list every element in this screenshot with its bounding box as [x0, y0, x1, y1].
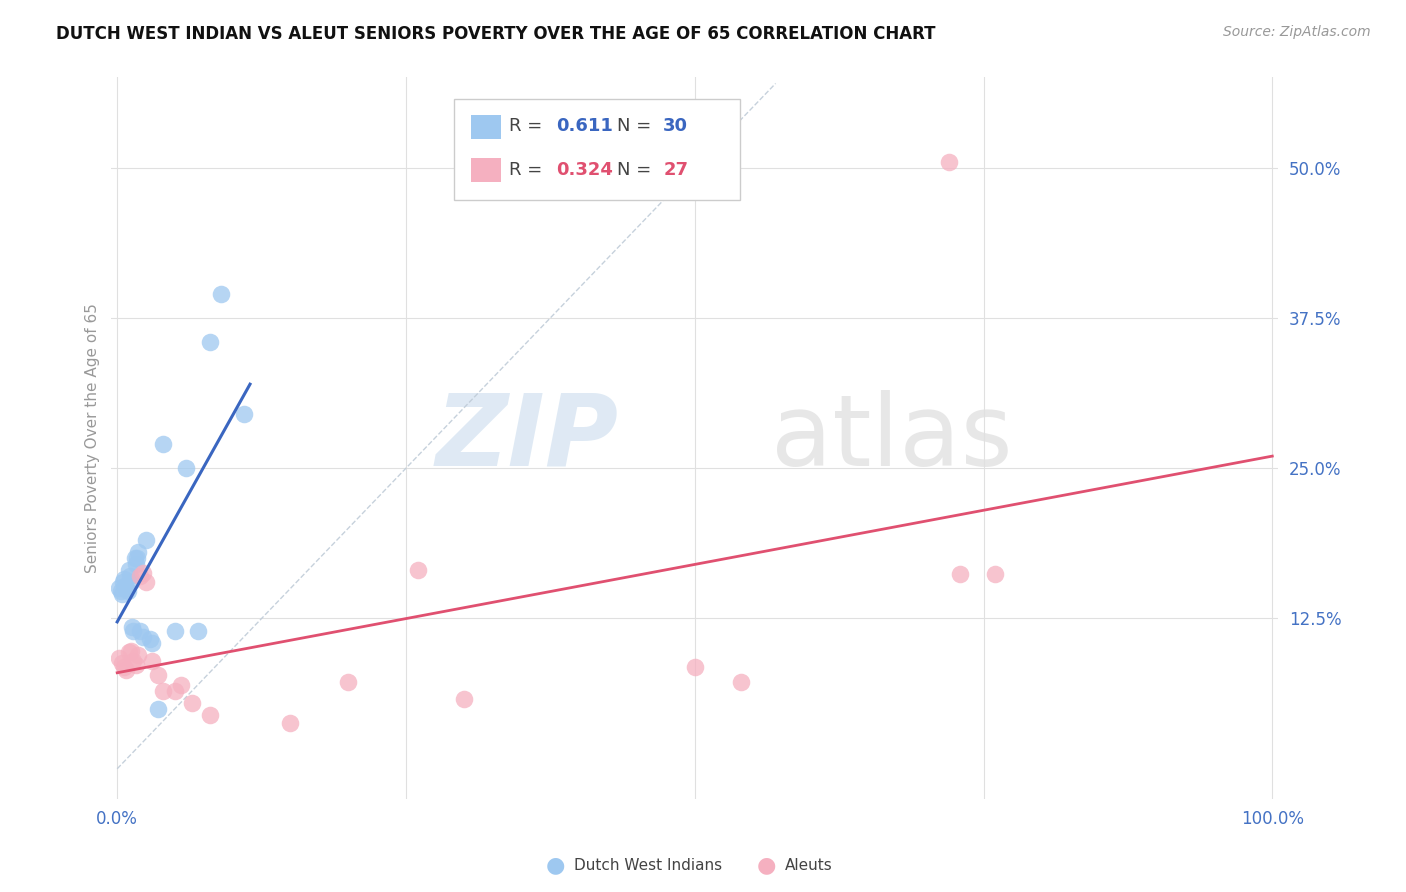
Point — [127, 648, 149, 662]
Text: R =: R = — [509, 161, 548, 178]
Point — [122, 624, 145, 638]
Point — [114, 579, 136, 593]
Point — [453, 692, 475, 706]
Point — [115, 663, 138, 677]
Point — [124, 558, 146, 572]
Point — [984, 566, 1007, 581]
Point — [115, 582, 138, 596]
Point — [124, 551, 146, 566]
Point — [181, 696, 204, 710]
Point — [112, 659, 135, 673]
Point — [108, 651, 131, 665]
Text: 0.611: 0.611 — [555, 118, 613, 136]
Point — [138, 632, 160, 646]
Point — [135, 533, 157, 548]
Point — [141, 635, 163, 649]
Text: R =: R = — [509, 118, 548, 136]
Point — [108, 582, 131, 596]
Point — [233, 407, 256, 421]
Point — [111, 575, 134, 590]
Point — [337, 675, 360, 690]
Point — [163, 683, 186, 698]
Point — [118, 645, 141, 659]
Point — [129, 569, 152, 583]
Text: Dutch West Indians: Dutch West Indians — [574, 858, 721, 872]
Point — [131, 630, 153, 644]
Point — [198, 707, 221, 722]
Text: ZIP: ZIP — [436, 390, 619, 487]
Text: Source: ZipAtlas.com: Source: ZipAtlas.com — [1223, 25, 1371, 39]
Point — [152, 683, 174, 698]
Text: 0.324: 0.324 — [555, 161, 613, 178]
Point — [152, 437, 174, 451]
Text: 30: 30 — [664, 118, 688, 136]
Point — [111, 656, 134, 670]
Point — [125, 551, 148, 566]
Point — [141, 654, 163, 668]
Point — [111, 587, 134, 601]
Point — [146, 701, 169, 715]
Point — [112, 572, 135, 586]
Point — [118, 563, 141, 577]
Text: 27: 27 — [664, 161, 688, 178]
Point — [163, 624, 186, 638]
Text: ●: ● — [756, 855, 776, 875]
Point — [120, 644, 142, 658]
Text: N =: N = — [617, 161, 657, 178]
Text: Aleuts: Aleuts — [785, 858, 832, 872]
Point — [938, 154, 960, 169]
Point — [131, 566, 153, 580]
Point — [135, 575, 157, 590]
Point — [124, 658, 146, 673]
Point — [118, 569, 141, 583]
Point — [127, 545, 149, 559]
Point — [117, 583, 139, 598]
Point — [683, 659, 706, 673]
Point — [129, 624, 152, 638]
Text: N =: N = — [617, 118, 657, 136]
Bar — [471, 158, 501, 182]
Y-axis label: Seniors Poverty Over the Age of 65: Seniors Poverty Over the Age of 65 — [86, 303, 100, 573]
Text: atlas: atlas — [770, 390, 1012, 487]
Point — [110, 583, 132, 598]
Point — [406, 563, 429, 577]
Point — [122, 654, 145, 668]
Bar — [471, 115, 501, 139]
Point — [198, 334, 221, 349]
Point — [209, 286, 232, 301]
Point — [176, 461, 198, 475]
Point — [187, 624, 209, 638]
Point — [949, 566, 972, 581]
Point — [120, 575, 142, 590]
Point — [121, 620, 143, 634]
Text: ●: ● — [546, 855, 565, 875]
Text: DUTCH WEST INDIAN VS ALEUT SENIORS POVERTY OVER THE AGE OF 65 CORRELATION CHART: DUTCH WEST INDIAN VS ALEUT SENIORS POVER… — [56, 25, 936, 43]
FancyBboxPatch shape — [454, 99, 740, 200]
Point — [280, 716, 302, 731]
Point — [170, 677, 193, 691]
Point — [146, 668, 169, 682]
Point — [730, 675, 752, 690]
